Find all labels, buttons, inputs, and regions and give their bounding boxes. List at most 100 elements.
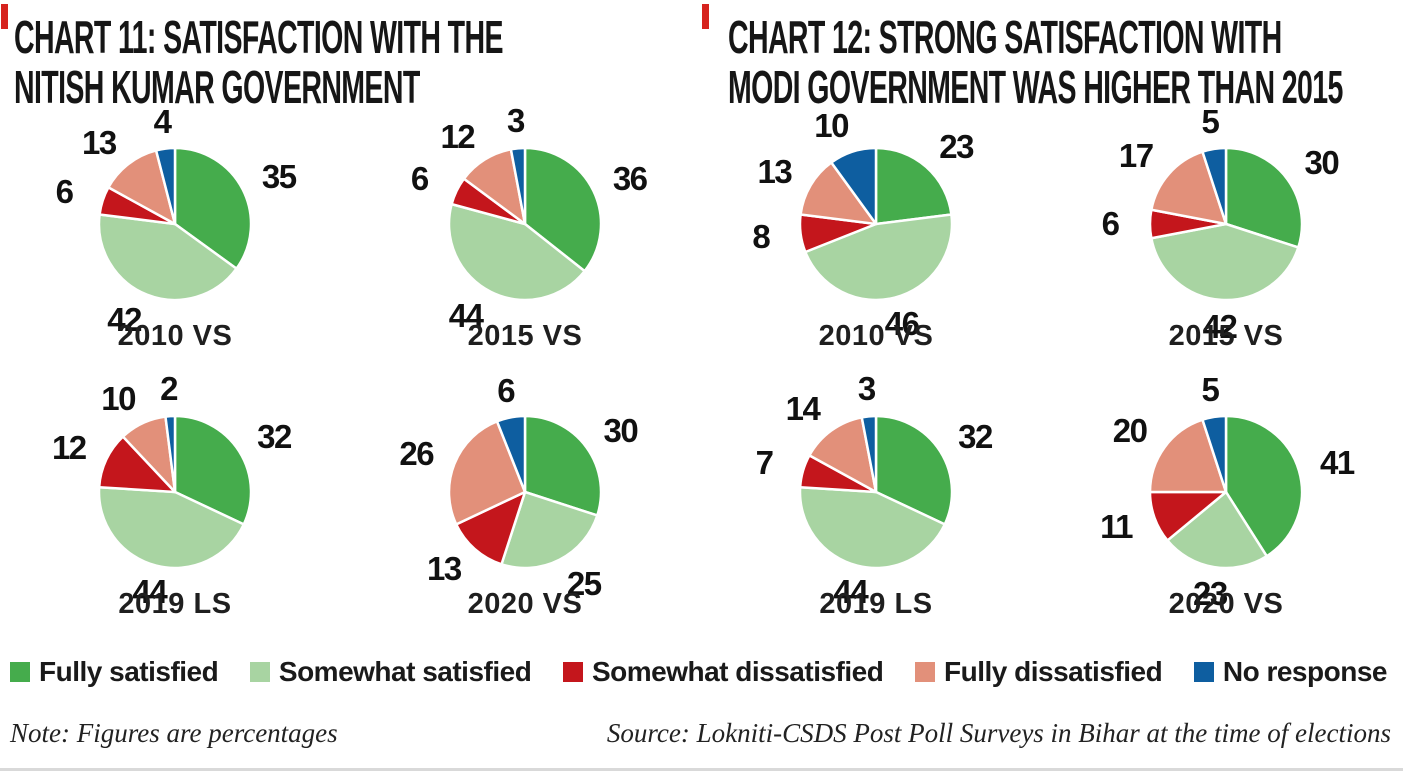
legend-label: Fully dissatisfied xyxy=(944,656,1163,687)
value-label-fully-satisfied: 41 xyxy=(1320,444,1355,482)
value-label-fully-dissatisfied: 13 xyxy=(757,152,792,190)
value-label-somewhat-satisfied: 46 xyxy=(884,304,920,342)
pie-chart-2019-ls xyxy=(798,414,954,570)
value-label-somewhat-satisfied: 44 xyxy=(448,296,484,334)
legend-label: Somewhat satisfied xyxy=(278,656,532,687)
legend-item-fully-satisfied: Fully satisfied xyxy=(10,656,219,688)
pie-slice-no-response xyxy=(154,146,177,226)
legend-label: No response xyxy=(1222,656,1388,687)
value-label-somewhat-satisfied: 25 xyxy=(566,564,602,602)
charts-row: CHART 11: SATISFACTION WITH THE NITISH K… xyxy=(0,0,1402,650)
value-label-fully-satisfied: 32 xyxy=(257,417,292,455)
legend-item-fully-dissatisfied: Fully dissatisfied xyxy=(915,656,1163,688)
pie-slice-fully-satisfied xyxy=(874,414,954,526)
pie-slice-no-response xyxy=(830,146,878,226)
value-label-somewhat-dissatisfied: 7 xyxy=(755,444,774,482)
pie-slice-somewhat-satisfied xyxy=(1166,490,1268,570)
legend-item-somewhat-dissatisfied: Somewhat dissatisfied xyxy=(562,656,884,688)
pie-slice-fully-satisfied xyxy=(173,414,253,526)
pie-chart-2019-ls xyxy=(97,414,253,570)
pie-caption: 2010 VS xyxy=(117,320,233,352)
pie-chart-2015-vs xyxy=(1148,146,1304,302)
pie-slice-somewhat-satisfied xyxy=(804,213,954,302)
pie-caption: 2019 LS xyxy=(118,588,232,620)
pie-slice-no-response xyxy=(509,146,527,226)
value-label-fully-dissatisfied: 26 xyxy=(399,435,434,473)
note-text: Note: Figures are percentages xyxy=(10,718,338,748)
pie-slice-no-response xyxy=(860,414,878,494)
legend-label: Fully satisfied xyxy=(39,656,219,687)
chart-12-title-line2: MODI GOVERNMENT WAS HIGHER THAN 2015 xyxy=(728,61,1343,113)
source-text: Source: Lokniti-CSDS Post Poll Surveys i… xyxy=(606,718,1391,748)
chart-column-nitish: CHART 11: SATISFACTION WITH THE NITISH K… xyxy=(0,0,701,650)
value-label-fully-satisfied: 35 xyxy=(261,158,297,196)
pie-block-2020-vs: 30 25 13 26 6 2020 VS xyxy=(350,372,700,650)
pie-slice-no-response xyxy=(164,414,177,494)
chart-11-title-line2: NITISH KUMAR GOVERNMENT xyxy=(14,61,420,113)
pie-block-2019-ls: 32 44 7 14 3 2019 LS xyxy=(701,370,1051,650)
pie-block-2019-ls: 32 44 12 10 2 2019 LS xyxy=(0,370,350,650)
chart-11-title: CHART 11: SATISFACTION WITH THE NITISH K… xyxy=(14,11,503,113)
value-label-no-response: 3 xyxy=(506,102,525,140)
pie-block-2010-vs: 23 46 8 13 10 2010 VS xyxy=(701,107,1051,382)
pie-slice-somewhat-satisfied xyxy=(447,202,586,302)
pie-slice-no-response xyxy=(1201,146,1228,226)
value-label-fully-satisfied: 23 xyxy=(939,127,974,165)
pie-slice-somewhat-satisfied xyxy=(97,485,246,570)
pie-chart-2020-vs xyxy=(1148,414,1304,570)
pie-block-2015-vs: 30 42 6 17 5 2015 VS xyxy=(1051,103,1401,382)
pie-chart-2010-vs xyxy=(798,146,954,302)
value-label-no-response: 4 xyxy=(153,102,172,140)
value-label-no-response: 6 xyxy=(497,371,515,409)
chart-column-modi: CHART 12: STRONG SATISFACTION WITH MODI … xyxy=(701,0,1402,650)
pie-block-2020-vs: 41 23 11 20 5 2020 VS xyxy=(1051,371,1401,650)
pie-caption: 2019 LS xyxy=(819,588,933,620)
value-label-somewhat-satisfied: 42 xyxy=(107,300,142,338)
pie-slice-fully-satisfied xyxy=(523,414,603,517)
legend-swatch-somewhat-satisfied xyxy=(249,662,270,682)
pie-caption: 2015 VS xyxy=(1168,320,1284,352)
pie-block-2015-vs: 36 44 6 12 3 2015 VS xyxy=(350,102,700,382)
value-label-fully-dissatisfied: 10 xyxy=(101,379,136,417)
legend-swatch-somewhat-dissatisfied xyxy=(562,662,583,682)
pie-slice-somewhat-satisfied xyxy=(1150,222,1300,302)
value-label-fully-dissatisfied: 14 xyxy=(785,389,821,427)
pie-caption: 2020 VS xyxy=(467,588,583,620)
pie-slice-fully-satisfied xyxy=(874,146,953,226)
chart-11-title-line1: CHART 11: SATISFACTION WITH THE xyxy=(14,11,503,63)
red-accent-dash xyxy=(1,4,8,29)
red-accent-dash xyxy=(702,4,709,29)
pie-caption: 2010 VS xyxy=(818,320,934,352)
pie-slice-fully-satisfied xyxy=(173,146,253,270)
pie-chart-2010-vs xyxy=(97,146,253,302)
value-label-fully-satisfied: 32 xyxy=(958,417,993,455)
legend: Fully satisfied Somewhat satisfied Somewha… xyxy=(0,656,1403,688)
pie-slice-somewhat-satisfied xyxy=(500,490,599,570)
value-label-no-response: 5 xyxy=(1201,103,1219,141)
pie-slice-fully-dissatisfied xyxy=(1148,418,1228,494)
value-label-fully-dissatisfied: 12 xyxy=(440,117,475,155)
value-label-fully-satisfied: 36 xyxy=(612,160,648,198)
legend-swatch-fully-satisfied xyxy=(10,662,30,682)
chart-12-title: CHART 12: STRONG SATISFACTION WITH MODI … xyxy=(728,12,1343,113)
value-label-somewhat-dissatisfied: 8 xyxy=(752,217,770,255)
pie-slice-no-response xyxy=(495,414,527,494)
pie-slice-no-response xyxy=(1201,414,1228,494)
value-label-somewhat-satisfied: 44 xyxy=(833,572,869,610)
value-label-fully-satisfied: 30 xyxy=(603,412,638,450)
value-label-somewhat-dissatisfied: 6 xyxy=(1101,205,1120,242)
legend-label: Somewhat dissatisfied xyxy=(591,656,884,687)
pie-caption: 2015 VS xyxy=(467,320,583,352)
pie-block-2010-vs: 35 42 6 13 4 2010 VS xyxy=(0,103,350,382)
pie-chart-2020-vs xyxy=(447,414,603,570)
value-label-somewhat-dissatisfied: 11 xyxy=(1100,507,1133,545)
value-label-somewhat-dissatisfied: 12 xyxy=(51,429,87,467)
legend-item-somewhat-satisfied: Somewhat satisfied xyxy=(249,656,532,688)
value-label-somewhat-satisfied: 44 xyxy=(132,572,168,610)
legend-swatch-fully-dissatisfied xyxy=(915,662,936,682)
pie-slice-fully-satisfied xyxy=(1224,146,1304,249)
pie-slice-fully-satisfied xyxy=(523,146,603,273)
footer: Note: Figures are percentages Source: Lo… xyxy=(0,718,1403,749)
value-label-no-response: 2 xyxy=(160,370,178,408)
value-label-no-response: 10 xyxy=(814,107,849,145)
